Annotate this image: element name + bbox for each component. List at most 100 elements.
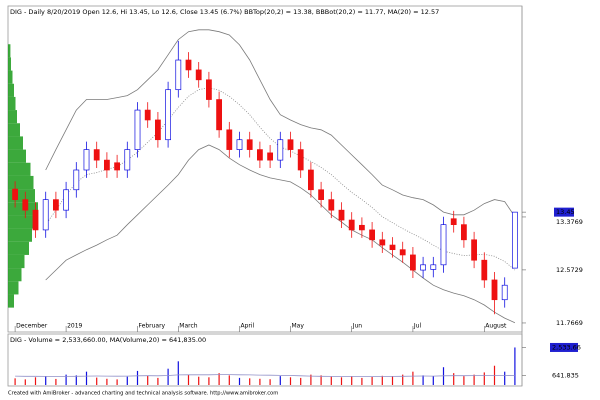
- candle-body: [155, 119, 161, 141]
- volume-bar: [126, 376, 128, 385]
- candle-body: [32, 209, 39, 231]
- candle-body: [42, 199, 49, 231]
- volume-bar: [330, 376, 332, 385]
- volume-bar: [300, 377, 302, 385]
- volume-bar: [371, 376, 373, 385]
- chart-title: DIG - Daily 8/20/2019 Open 12.6, Hi 13.4…: [10, 8, 439, 16]
- x-tick-label: March: [179, 323, 197, 330]
- candle-body: [236, 139, 243, 150]
- candle-body: [93, 149, 100, 161]
- volume-bar: [259, 378, 261, 385]
- volume-bar: [483, 372, 485, 385]
- candle-body: [206, 79, 212, 100]
- candle-body: [175, 59, 182, 91]
- volume-bar: [24, 379, 26, 385]
- indicator-line: [45, 29, 516, 217]
- candle-body: [22, 199, 29, 211]
- volume-bar: [269, 379, 271, 385]
- volume-bar: [320, 375, 322, 385]
- volume-bar: [187, 374, 190, 385]
- volume-bar: [218, 373, 220, 385]
- volume-profile-bar: [8, 281, 19, 295]
- volume-bar: [463, 376, 465, 385]
- volume-bar: [75, 375, 77, 385]
- footer: Created with AmiBroker - advanced charti…: [8, 391, 278, 397]
- volume-profile-bar: [8, 228, 32, 242]
- volume-bar: [34, 377, 37, 385]
- y-tick-label: 11.7669: [556, 319, 583, 327]
- volume-bar: [402, 374, 404, 385]
- volume-bar: [65, 374, 67, 385]
- volume-bar: [116, 379, 118, 385]
- volume-profile-bar: [8, 96, 16, 111]
- volume-profile-bar: [8, 83, 14, 97]
- candle-body: [185, 59, 192, 71]
- x-tick-label: Jul: [413, 323, 422, 330]
- volume-profile-bar: [8, 241, 29, 255]
- volume-bar: [473, 374, 475, 385]
- volume-bar: [249, 378, 251, 385]
- x-tick-label: February: [139, 323, 166, 330]
- volume-bar: [453, 373, 455, 385]
- volume-bar: [45, 376, 47, 385]
- volume-bar: [289, 377, 292, 385]
- candle-body: [246, 139, 253, 150]
- volume-bar: [351, 376, 353, 385]
- volume-profile-bar: [8, 175, 34, 190]
- candle-body: [52, 199, 59, 211]
- x-tick-label: 2019: [67, 323, 82, 330]
- volume-bar: [136, 370, 139, 385]
- candle-body: [257, 149, 263, 161]
- candle-body: [379, 239, 386, 246]
- volume-bar: [55, 378, 57, 385]
- volume-bar: [198, 376, 200, 385]
- candle-body: [430, 264, 437, 270]
- candle-body: [410, 254, 416, 271]
- candle-body: [297, 149, 304, 171]
- volume-profile-bar: [8, 110, 17, 124]
- candle-body: [308, 169, 314, 191]
- volume-profile-bar: [8, 254, 25, 269]
- candle-body: [195, 69, 202, 81]
- candle-body: [348, 219, 355, 231]
- candle-body: [277, 139, 284, 161]
- volume-profile-bar: [8, 70, 13, 84]
- volume-bar: [514, 347, 516, 385]
- volume-bar: [422, 375, 424, 385]
- volume-bar: [208, 377, 210, 385]
- volume-profile-bar: [8, 136, 23, 150]
- volume-profile-bar: [8, 44, 11, 58]
- candle-body: [134, 109, 141, 150]
- candle-body: [165, 89, 172, 141]
- candle-body: [491, 279, 498, 301]
- candle-body: [226, 129, 233, 150]
- volume-bar: [279, 376, 281, 385]
- volume-title: DIG - Volume = 2,533,660.00, MA(Volume,2…: [10, 336, 206, 344]
- volume-bar: [14, 378, 16, 385]
- x-tick-label: April: [241, 323, 255, 330]
- volume-bar: [412, 371, 414, 385]
- y-tick-label: 13.3769: [556, 218, 583, 226]
- candle-body: [450, 218, 457, 226]
- volume-profile-bar: [8, 215, 37, 229]
- volume-bar: [391, 376, 394, 385]
- x-tick-label: May: [292, 323, 305, 330]
- volume-profile-bar: [8, 162, 31, 176]
- volume-profile-bar: [8, 57, 11, 71]
- candle-body: [83, 149, 90, 171]
- candle-body: [103, 159, 110, 171]
- volume-bar: [381, 375, 383, 385]
- y-tick-label: 2,533.66: [552, 343, 581, 351]
- candle-body: [144, 109, 151, 121]
- x-tick-label: August: [485, 323, 507, 330]
- candle-body: [359, 224, 365, 231]
- volume-bar: [157, 377, 159, 385]
- volume-bar: [85, 371, 88, 385]
- x-tick-label: Jun: [352, 323, 363, 330]
- last-price-box: [554, 207, 574, 217]
- volume-profile-bar: [8, 268, 22, 282]
- volume-ma-line: [15, 374, 515, 377]
- y-tick-label: 13.45: [556, 208, 575, 216]
- candle-body: [287, 139, 294, 150]
- candle-body: [12, 188, 19, 200]
